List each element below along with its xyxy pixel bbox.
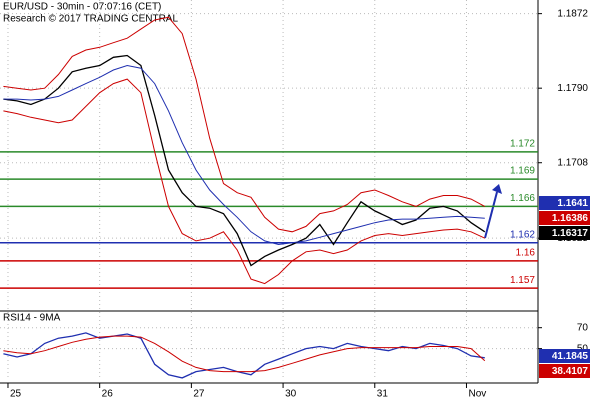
forecast-arrow xyxy=(484,191,498,239)
series-line xyxy=(3,332,485,379)
price-box-label: 1.1641 xyxy=(557,198,588,209)
x-tick-label: 25 xyxy=(10,389,22,400)
series-line xyxy=(3,54,486,267)
y-tick-label: 1.1790 xyxy=(557,83,588,94)
level-label: 1.172 xyxy=(510,138,535,149)
x-tick-label: 27 xyxy=(193,389,205,400)
x-tick-label: 26 xyxy=(102,389,114,400)
y-tick-label: 1.1708 xyxy=(557,157,588,168)
y-tick-label: 70 xyxy=(577,322,589,333)
price-box xyxy=(539,349,590,363)
chart-subtitle: Research © 2017 TRADING CENTRAL xyxy=(3,14,178,25)
price-box-label: 41.1845 xyxy=(552,351,589,362)
level-label: 1.166 xyxy=(510,193,535,204)
forecast-arrowhead xyxy=(492,184,502,194)
y-tick-label: 50 xyxy=(577,343,589,354)
rsi-title: RSI14 - 9MA xyxy=(3,313,61,324)
x-tick-label: 30 xyxy=(285,389,297,400)
level-label: 1.162 xyxy=(510,229,535,240)
series-line xyxy=(3,335,486,373)
price-box xyxy=(539,211,590,225)
price-box-label: 38.4107 xyxy=(552,366,589,377)
price-box xyxy=(539,364,590,378)
x-tick-label: 31 xyxy=(377,389,389,400)
x-tick-label: Nov xyxy=(468,389,486,400)
chart-title: EUR/USD - 30min - 07:07:16 (CET) xyxy=(3,2,161,13)
price-box xyxy=(539,226,590,240)
price-box-label: 1.16317 xyxy=(552,228,589,239)
y-tick-label: 1.1872 xyxy=(557,8,588,19)
level-label: 1.169 xyxy=(510,166,535,177)
series-line xyxy=(3,64,485,246)
level-label: 1.16 xyxy=(516,248,536,259)
series-line xyxy=(3,78,486,285)
series-line xyxy=(3,16,486,233)
price-box xyxy=(539,196,590,210)
level-label: 1.157 xyxy=(510,275,535,286)
price-box-label: 1.16386 xyxy=(552,213,589,224)
